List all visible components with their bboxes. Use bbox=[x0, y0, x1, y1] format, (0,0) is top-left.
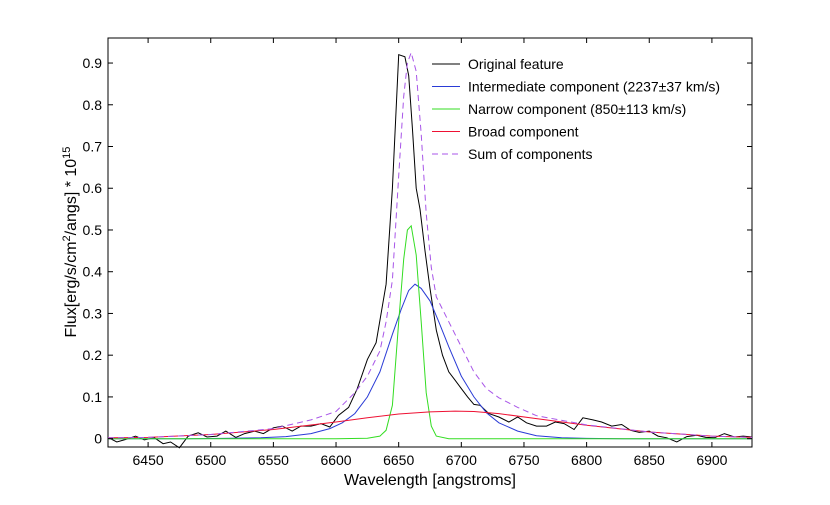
y-tick-label: 0.3 bbox=[83, 305, 103, 321]
series-line-3 bbox=[108, 224, 752, 440]
x-tick-label: 6900 bbox=[696, 452, 727, 468]
plot-area bbox=[107, 37, 753, 448]
y-axis-title-mid: /angs] * 10 bbox=[63, 159, 80, 236]
x-tick-label: 6450 bbox=[133, 452, 164, 468]
y-tick-label: 0.6 bbox=[83, 180, 103, 196]
x-tick-label: 6850 bbox=[634, 452, 665, 468]
y-tick-label: 0.5 bbox=[83, 222, 103, 238]
legend-label-3: Narrow component (850±113 km/s) bbox=[468, 101, 686, 117]
y-tick-label: 0.2 bbox=[83, 347, 103, 363]
x-tick-label: 6600 bbox=[320, 452, 351, 468]
series-line-1 bbox=[107, 54, 753, 449]
series-line-5 bbox=[107, 50, 753, 439]
x-tick-label: 6500 bbox=[195, 452, 226, 468]
x-tick-label: 6700 bbox=[446, 452, 477, 468]
y-axis-title-sup2: 2 bbox=[61, 235, 73, 241]
legend-label-5: Sum of components bbox=[468, 146, 593, 162]
y-tick-label: 0.7 bbox=[83, 139, 103, 155]
x-tick-label: 6800 bbox=[571, 452, 602, 468]
y-axis-title-main: Flux[erg/s/cm bbox=[63, 241, 80, 337]
y-tick-label: 0.8 bbox=[83, 97, 103, 113]
legend-label-4: Broad component bbox=[468, 124, 579, 140]
x-tick-label: 6650 bbox=[383, 452, 414, 468]
y-tick-label: 0.1 bbox=[83, 389, 103, 405]
x-axis-title: Wavelength [angstroms] bbox=[344, 472, 516, 489]
y-tick-label: 0 bbox=[94, 431, 102, 447]
y-axis-title: Flux[erg/s/cm2/angs] * 1015 bbox=[61, 147, 80, 338]
x-tick-label: 6550 bbox=[258, 452, 289, 468]
y-tick-label: 0.9 bbox=[83, 55, 103, 71]
tick-layer: 6450 6500 6550 6600 6650 6700 6750 6800 6850 6900… bbox=[83, 38, 752, 468]
legend-label-1: Original feature bbox=[468, 56, 564, 72]
series-layer bbox=[107, 50, 753, 449]
legend: Original feature Intermediate component (… bbox=[432, 56, 720, 162]
legend-label-2: Intermediate component (2237±37 km/s) bbox=[468, 79, 720, 95]
y-axis-title-sup15: 15 bbox=[61, 147, 73, 159]
x-tick-label: 6750 bbox=[508, 452, 539, 468]
y-tick-label: 0.4 bbox=[83, 264, 103, 280]
